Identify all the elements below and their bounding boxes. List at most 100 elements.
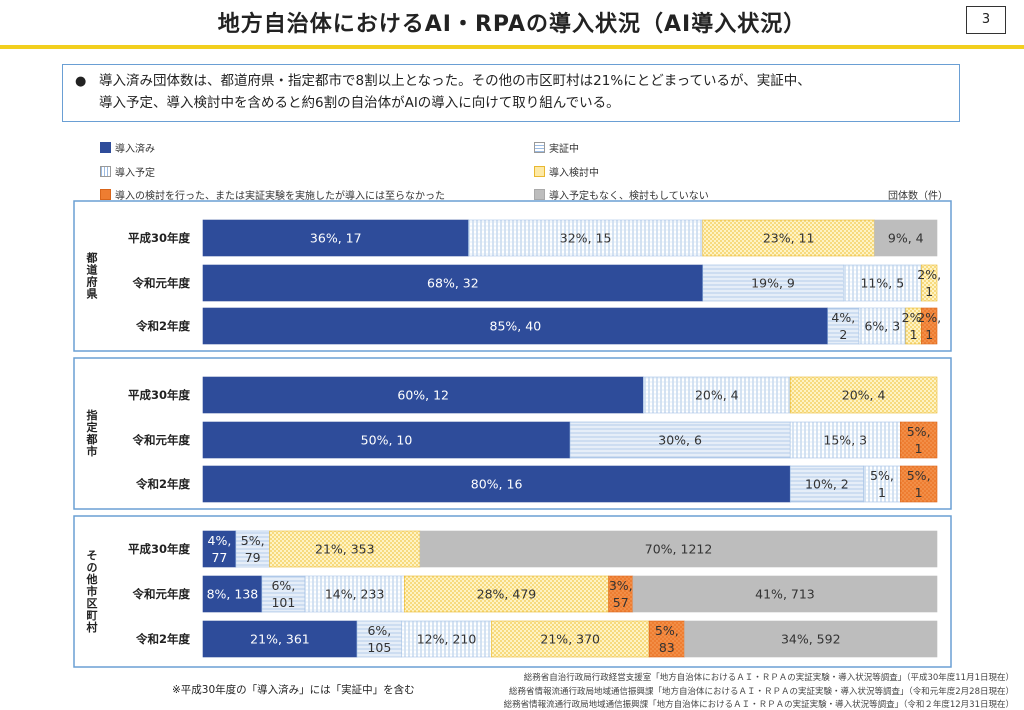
data-label: 5%, 1	[870, 468, 894, 500]
data-label: 6%, 3	[864, 319, 900, 334]
page-title: 地方自治体におけるAI・RPAの導入状況（AI導入状況）	[217, 12, 807, 37]
data-label: 50%, 10	[361, 433, 413, 448]
data-label: 9%, 4	[888, 231, 924, 246]
data-label: 36%, 17	[310, 231, 362, 246]
bar-segment	[789, 465, 864, 503]
bar-segment	[468, 219, 704, 257]
bar-segment	[874, 219, 938, 257]
data-label: 11%, 5	[860, 276, 904, 291]
bar-segment	[789, 376, 938, 414]
row-year-label: 令和元年度	[132, 276, 191, 290]
bar-segment	[858, 307, 907, 345]
data-label: 5%, 79	[241, 533, 265, 565]
bar-segment	[608, 575, 634, 613]
legend-swatch-icon	[100, 189, 111, 200]
bar-segment	[921, 307, 938, 345]
group-name: その他市区町村	[86, 549, 98, 634]
bar-segment	[643, 376, 791, 414]
data-label: 21%, 370	[540, 632, 600, 647]
data-label: 32%, 15	[560, 231, 612, 246]
legend-label: 実証中	[549, 144, 579, 155]
legend-swatch-icon	[534, 142, 545, 153]
data-label: 10%, 2	[805, 477, 849, 492]
data-label: 2%, 1	[917, 267, 941, 299]
legend-item-予定なし: 導入予定もなく、検討もしていない	[534, 187, 709, 202]
legend-label: 導入予定	[115, 168, 155, 179]
data-label: 23%, 11	[763, 231, 815, 246]
bullet-icon: ●	[75, 74, 87, 89]
data-label: 2%, 1	[917, 310, 941, 342]
bar-segment	[202, 620, 358, 658]
title-rule	[0, 45, 1024, 49]
bar-segment	[202, 530, 237, 568]
data-label: 30%, 6	[658, 433, 702, 448]
bar-segment	[702, 219, 875, 257]
row-year-label: 令和元年度	[132, 587, 191, 601]
bar-segment	[827, 307, 860, 345]
row-year-label: 令和元年度	[132, 433, 191, 447]
unit-label: 団体数（件）	[888, 191, 948, 202]
data-label: 3%, 57	[609, 578, 633, 610]
data-label: 21%, 361	[250, 632, 310, 647]
data-label: 2%, 1	[902, 310, 926, 342]
legend-label: 導入の検討を行った、または実証実験を実施したが導入には至らなかった	[115, 191, 445, 202]
data-label: 70%, 1212	[645, 542, 713, 557]
bar-segment	[261, 575, 306, 613]
summary-line-2: 導入予定、導入検討中を含めると約6割の自治体がAIの導入に向けて取り組んでいる。	[99, 95, 620, 111]
data-label: 68%, 32	[427, 276, 479, 291]
data-label: 80%, 16	[471, 477, 523, 492]
group-frame	[73, 515, 952, 668]
row-year-label: 平成30年度	[128, 542, 191, 556]
legend-label: 導入検討中	[549, 168, 599, 179]
data-label: 28%, 479	[477, 587, 537, 602]
bar-segment	[202, 465, 791, 503]
data-label: 34%, 592	[781, 632, 841, 647]
summary-line-1: 導入済み団体数は、都道府県・指定都市で8割以上となった。その他の市区町村は21%…	[99, 73, 811, 89]
source-note-2: 総務省情報流通行政局地域通信振興課「地方自治体におけるＡＩ・ＲＰＡの実証実験・導…	[509, 687, 1014, 697]
bar-segment	[648, 620, 685, 658]
data-label: 12%, 210	[417, 632, 477, 647]
data-label: 21%, 353	[315, 542, 375, 557]
data-label: 6%, 105	[367, 623, 391, 655]
data-label: 20%, 4	[842, 388, 886, 403]
legend-label: 導入予定もなく、検討もしていない	[549, 191, 709, 202]
bar-segment	[842, 264, 922, 302]
legend-label: 導入済み	[115, 144, 155, 155]
group-name: 指定都市	[86, 408, 98, 458]
bar-segment	[202, 219, 469, 257]
legend-item-導入済み: 導入済み	[100, 140, 155, 155]
bar-segment	[401, 620, 492, 658]
summary-box: ● 導入済み団体数は、都道府県・指定都市で8割以上となった。その他の市区町村は2…	[62, 64, 960, 122]
data-label: 19%, 9	[751, 276, 795, 291]
bar-segment	[202, 376, 644, 414]
group-frame	[73, 357, 952, 510]
bar-segment	[921, 264, 938, 302]
bar-segment	[419, 530, 938, 568]
data-label: 5%, 1	[907, 424, 931, 456]
legend-swatch-icon	[100, 166, 111, 177]
legend-swatch-icon	[534, 166, 545, 177]
row-year-label: 令和2年度	[135, 319, 191, 333]
bar-segment	[569, 421, 791, 459]
bar-segment	[202, 307, 828, 345]
group-name: 都道府県	[86, 251, 98, 301]
source-note-3: 総務省情報流通行政局地域通信振興課「地方自治体におけるＡＩ・ＲＰＡの実証実験・導…	[503, 700, 1014, 710]
data-label: 85%, 40	[490, 319, 542, 334]
source-note-1: 総務省自治行政局行政経営支援室「地方自治体におけるＡＩ・ＲＰＡの実証実験・導入状…	[523, 673, 1014, 683]
data-label: 5%, 1	[907, 468, 931, 500]
data-label: 20%, 4	[695, 388, 739, 403]
bar-segment	[202, 264, 704, 302]
legend-item-実証中: 実証中	[534, 140, 579, 155]
legend-item-導入の検討を行った: 導入の検討を行った、または実証実験を実施したが導入には至らなかった	[100, 187, 445, 202]
data-label: 15%, 3	[823, 433, 867, 448]
legend-swatch-icon	[534, 189, 545, 200]
data-label: 41%, 713	[755, 587, 815, 602]
bar-segment	[702, 264, 844, 302]
data-label: 8%, 138	[207, 587, 259, 602]
group-frame	[73, 200, 952, 352]
bar-segment	[863, 465, 901, 503]
bar-segment	[269, 530, 421, 568]
legend-item-導入検討中: 導入検討中	[534, 164, 599, 179]
bar-segment	[202, 575, 263, 613]
row-year-label: 平成30年度	[128, 388, 191, 402]
